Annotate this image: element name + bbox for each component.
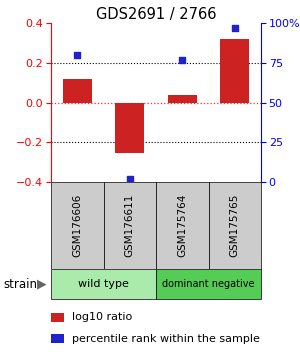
Title: GDS2691 / 2766: GDS2691 / 2766 [96, 7, 216, 22]
Text: wild type: wild type [78, 279, 129, 289]
Text: GSM175764: GSM175764 [177, 194, 187, 257]
Bar [103, 182, 156, 269]
Bar [208, 182, 261, 269]
Bar [51, 182, 104, 269]
Bar [63, 79, 92, 103]
Point [128, 176, 132, 182]
Bar [156, 269, 261, 299]
Text: strain: strain [3, 278, 37, 291]
Bar [156, 182, 208, 269]
Text: dominant negative: dominant negative [162, 279, 255, 289]
Text: percentile rank within the sample: percentile rank within the sample [72, 333, 260, 344]
Text: log10 ratio: log10 ratio [72, 312, 132, 322]
Bar [220, 39, 249, 103]
Text: GSM176611: GSM176611 [125, 194, 135, 257]
Bar [51, 313, 64, 322]
Text: GSM175765: GSM175765 [230, 194, 240, 257]
Point [180, 57, 185, 62]
Bar [51, 334, 64, 343]
Point [75, 52, 80, 58]
Text: GSM176606: GSM176606 [72, 194, 82, 257]
Point [232, 25, 237, 31]
Text: ▶: ▶ [37, 278, 46, 291]
Bar [115, 103, 144, 153]
Bar [51, 269, 156, 299]
Bar [168, 95, 197, 103]
